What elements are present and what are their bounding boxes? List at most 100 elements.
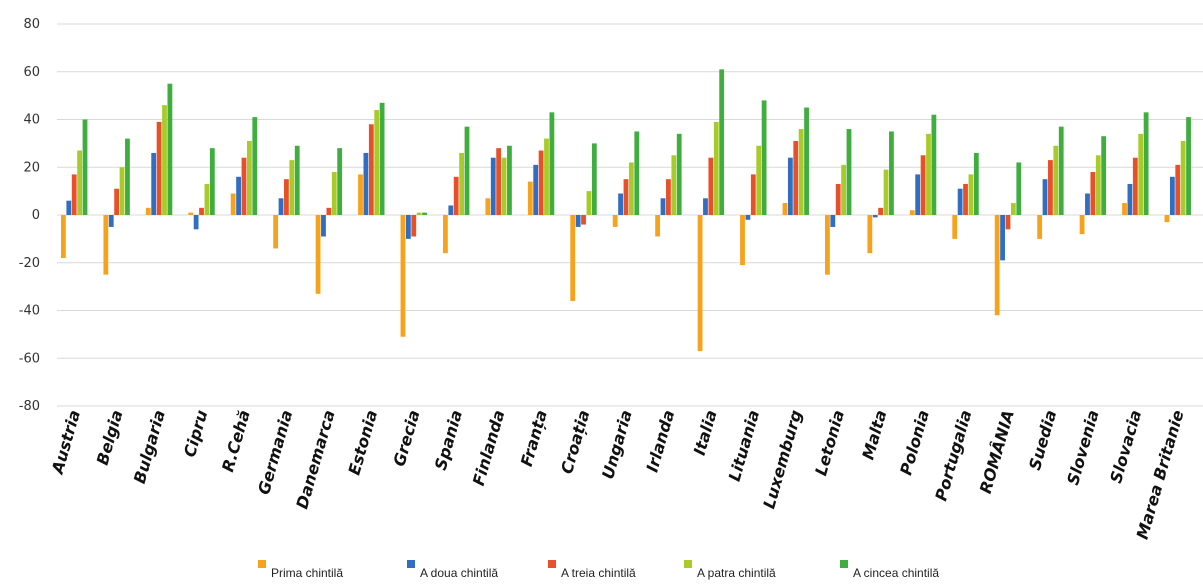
bar-4-22 [1016,162,1022,215]
bar-3-15 [713,121,719,215]
bar-1-21 [957,188,963,215]
bar-2-15 [708,157,714,215]
legend-swatch [258,560,266,568]
bar-4-21 [973,152,979,215]
bar-1-20 [915,174,921,215]
bar-4-26 [1186,117,1191,215]
category-label: Lituania [725,408,763,484]
bar-0-18 [825,215,830,275]
bar-1-2 [151,152,157,215]
y-tick-label: -60 [19,351,40,366]
bar-2-4 [241,157,247,215]
bar-3-4 [246,140,252,215]
bar-1-9 [448,205,454,215]
y-tick-label: -20 [19,256,40,271]
bar-0-25 [1122,203,1127,215]
bar-0-0 [61,215,66,258]
category-label: Germania [254,408,296,497]
bar-2-5 [284,179,289,215]
bar-4-15 [719,69,725,215]
legend-swatch [407,560,415,568]
bar-4-0 [82,119,88,215]
bar-1-11 [533,164,539,215]
bar-1-10 [490,157,496,215]
bar-0-22 [994,215,1000,316]
legend-label: A patra chintilă [697,566,776,580]
bar-1-0 [66,200,72,215]
x-axis-category-labels: Austria Belgia Bulgaria Cipru R.Cehă Germania… [47,408,1187,542]
category-label: Suedia [1025,408,1060,472]
bar-1-26 [1169,176,1175,215]
category-label: Irlanda [642,408,678,475]
bar-3-14 [671,155,677,215]
y-tick-label: -80 [19,399,40,414]
bar-1-3 [193,215,199,230]
bar-3-12 [586,191,592,216]
bar-2-9 [453,176,459,215]
bar-3-13 [628,162,634,215]
bar-2-26 [1175,164,1181,215]
bar-4-5 [294,145,300,215]
bar-2-12 [581,215,586,225]
legend-swatch [840,560,848,568]
bar-1-15 [703,198,708,215]
bar-3-24 [1095,155,1101,215]
bar-2-24 [1090,172,1096,215]
bar-2-7 [368,124,374,215]
bar-1-8 [405,215,411,239]
bar-4-25 [1143,112,1149,215]
bar-0-19 [867,215,873,254]
bar-2-16 [750,174,756,215]
category-label: Finlanda [469,408,509,488]
bar-1-18 [830,215,836,227]
bar-3-21 [968,174,974,215]
y-tick-label: 20 [23,160,40,175]
bar-3-8 [416,212,422,215]
bar-4-13 [634,131,640,215]
bar-4-18 [846,129,852,215]
bar-1-1 [108,215,114,227]
bar-0-15 [697,215,703,352]
bar-1-14 [660,198,666,215]
bar-3-5 [289,160,295,215]
bar-1-16 [745,215,751,220]
bar-2-25 [1132,157,1138,215]
bar-0-21 [952,215,958,239]
bar-0-8 [400,215,406,337]
bar-3-17 [798,129,804,215]
bar-4-17 [804,107,809,215]
bar-3-18 [841,164,846,215]
bar-3-19 [883,169,889,215]
bar-2-3 [199,207,204,215]
bar-4-20 [931,114,937,215]
category-label: Belgia [93,408,127,467]
bar-0-17 [782,203,788,215]
legend-label: Prima chintilă [271,566,343,580]
category-label: Polonia [896,408,933,478]
bar-2-11 [538,150,544,215]
bar-0-13 [612,215,618,227]
category-label: Letonia [811,408,848,478]
bar-1-24 [1085,193,1090,215]
bar-0-23 [1037,215,1043,239]
category-label: Grecia [389,408,423,469]
bars [61,69,1191,352]
bar-3-23 [1053,145,1059,215]
bar-1-7 [363,152,369,215]
bar-1-17 [787,157,793,215]
bar-2-8 [411,215,417,237]
bar-0-10 [485,198,491,215]
bar-1-13 [618,193,623,215]
bar-4-19 [889,131,894,215]
bar-4-7 [379,102,385,215]
bar-1-6 [321,215,326,237]
bar-4-16 [761,100,767,215]
bar-1-12 [575,215,581,227]
bar-2-21 [963,183,968,215]
bar-3-0 [77,150,82,215]
bar-2-20 [920,155,926,215]
bar-1-4 [236,176,241,215]
bar-0-4 [230,193,236,215]
bar-1-25 [1127,183,1133,215]
